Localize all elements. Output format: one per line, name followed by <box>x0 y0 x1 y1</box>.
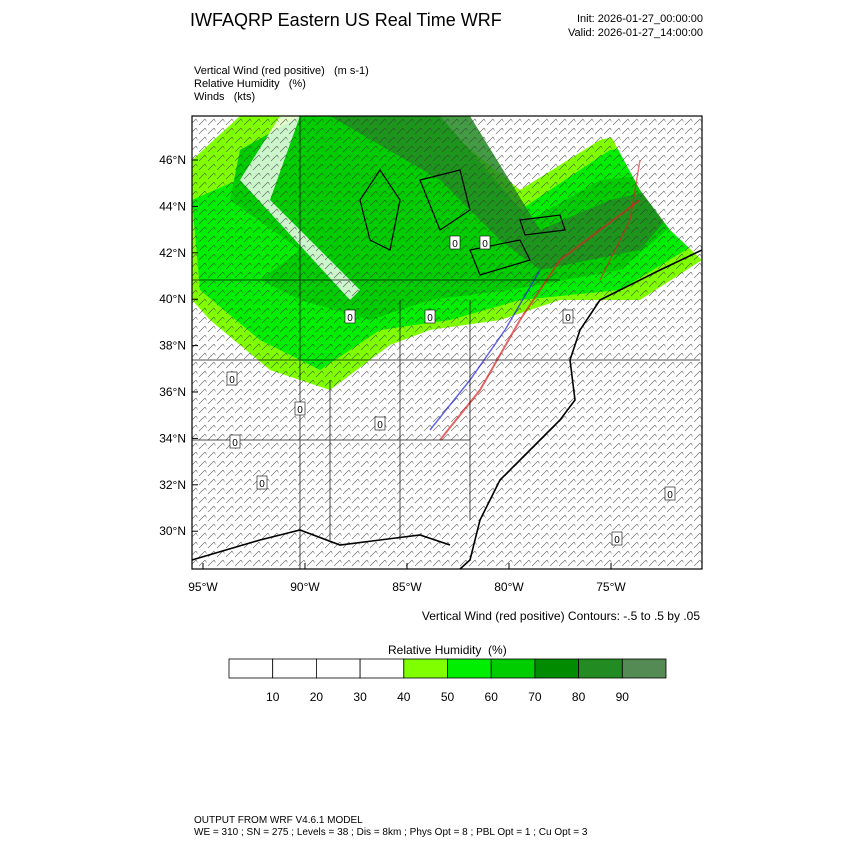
contour-label: 0 <box>259 479 265 490</box>
lat-label: 40°N <box>159 292 186 306</box>
vertical-wind-contour <box>429 269 541 431</box>
contour-label-box <box>449 235 461 250</box>
lon-label: 85°W <box>392 580 422 594</box>
field-label: Relative Humidity (%) <box>194 78 306 90</box>
lat-label: 36°N <box>159 385 186 399</box>
lon-label: 80°W <box>494 580 524 594</box>
lon-label: 75°W <box>596 580 626 594</box>
contour-label: 0 <box>452 239 458 250</box>
colorbar-label: 70 <box>528 690 542 704</box>
lat-label: 38°N <box>159 339 186 353</box>
contour-note: Vertical Wind (red positive) Contours: -… <box>421 609 700 623</box>
colorbar-box <box>228 658 274 679</box>
contour-label: 0 <box>347 313 353 324</box>
colorbar-box <box>403 658 448 679</box>
colorbar-box <box>447 658 492 679</box>
colorbar-box <box>490 658 536 679</box>
contour-label: 0 <box>667 490 673 501</box>
contour-label: 0 <box>427 313 433 324</box>
colorbar-label: 10 <box>266 690 280 704</box>
contour-label-box <box>226 371 238 386</box>
contour-label: 0 <box>565 313 571 324</box>
vertical-wind-contour <box>439 199 641 441</box>
colorbar-label: 20 <box>310 690 324 704</box>
coastline <box>192 529 451 561</box>
lat-label: 30°N <box>159 524 186 538</box>
contour-label: 0 <box>232 438 238 449</box>
colorbar-box <box>534 658 580 679</box>
footer-line: OUTPUT FROM WRF V4.6.1 MODEL <box>194 815 363 826</box>
vertical-wind-contour <box>599 159 641 281</box>
contour-label-box <box>479 235 491 250</box>
field-label: Vertical Wind (red positive) (m s-1) <box>194 65 369 77</box>
coastline <box>459 249 702 569</box>
contour-label-box <box>344 309 356 324</box>
colorbar-label: 40 <box>397 690 411 704</box>
colorbar-box <box>578 658 623 679</box>
init-time: Init: 2026-01-27_00:00:00 <box>577 13 703 25</box>
lon-label: 90°W <box>290 580 320 594</box>
colorbar-label: 80 <box>572 690 586 704</box>
colorbar-label: 90 <box>616 690 630 704</box>
contour-label-box <box>424 309 436 324</box>
field-label: Winds (kts) <box>194 91 256 103</box>
colorbar-title: Relative Humidity (%) <box>388 643 507 657</box>
great-lakes <box>359 168 566 276</box>
wind-barbs <box>192 116 702 569</box>
contour-label-box <box>256 475 268 490</box>
lat-label: 44°N <box>159 199 186 213</box>
lat-label: 42°N <box>159 246 186 260</box>
colorbar-box <box>272 658 317 679</box>
footer-line: WE = 310 ; SN = 275 ; Levels = 38 ; Dis … <box>194 827 588 838</box>
colorbar-label: 30 <box>353 690 367 704</box>
contour-label: 0 <box>229 375 235 386</box>
lon-label: 95°W <box>188 580 218 594</box>
contour-label-box <box>374 416 386 431</box>
map-frame <box>191 115 703 570</box>
colorbar-label: 60 <box>485 690 499 704</box>
contour-label: 0 <box>614 535 620 546</box>
colorbar-label: 50 <box>441 690 455 704</box>
valid-time: Valid: 2026-01-27_14:00:00 <box>568 27 703 39</box>
contour-label: 0 <box>297 405 303 416</box>
map-area <box>192 116 702 569</box>
lat-label: 32°N <box>159 478 186 492</box>
contour-label-box <box>229 434 241 449</box>
lat-label: 34°N <box>159 431 186 445</box>
contour-label: 0 <box>482 239 488 250</box>
colorbar-box <box>621 658 667 679</box>
title: IWFAQRP Eastern US Real Time WRF <box>190 10 502 30</box>
contour-label-box <box>294 401 306 416</box>
colorbar-box <box>359 658 405 679</box>
colorbar-box <box>315 658 361 679</box>
state-border <box>192 116 700 569</box>
contour-label-box <box>562 309 574 324</box>
contour-label: 0 <box>377 420 383 431</box>
lat-label: 46°N <box>159 153 186 167</box>
contour-label-box <box>611 531 623 546</box>
contour-label-box <box>664 486 676 501</box>
